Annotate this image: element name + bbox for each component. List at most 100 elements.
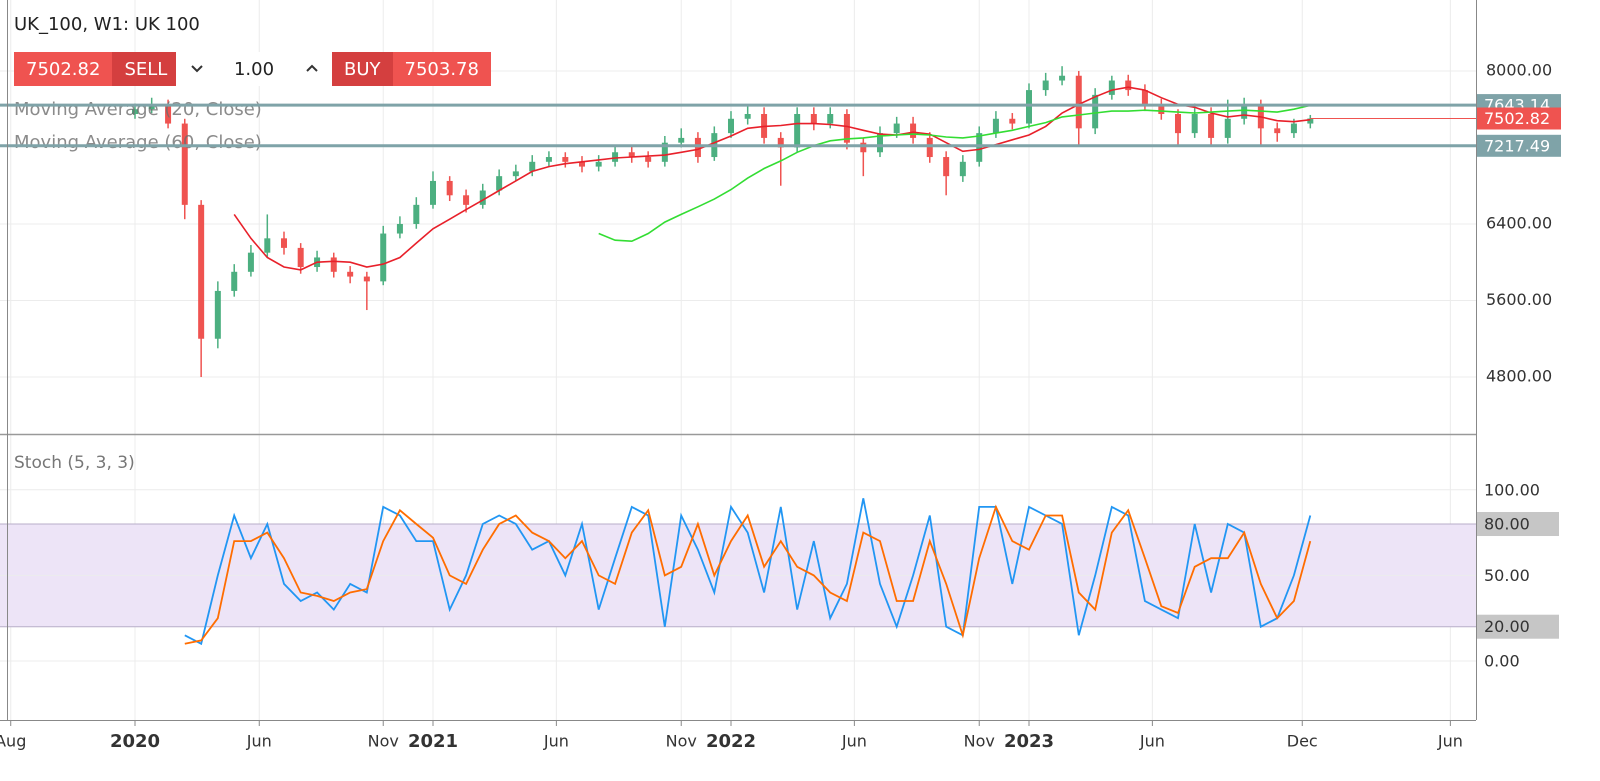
candle-body [727, 118, 734, 134]
candle-body [827, 113, 834, 124]
x-tick-label: 2021 [408, 731, 458, 752]
candle-body [512, 171, 519, 177]
buy-price: 7503.78 [392, 52, 491, 86]
candle-body [1191, 113, 1198, 134]
candle-body [910, 123, 917, 138]
candle-body [1125, 80, 1132, 91]
y-tick-label: 6400.00 [1486, 213, 1552, 232]
x-tick-label: Dec [1287, 732, 1318, 751]
candle-body [479, 190, 486, 205]
quantity-value: 1.00 [233, 58, 275, 80]
x-tick-label: Jun [246, 732, 272, 751]
candle-body [231, 271, 238, 291]
candle-body [1208, 113, 1215, 138]
y-tick-label: 80.00 [1484, 515, 1530, 534]
candle-body [992, 118, 999, 134]
candle-body [165, 104, 172, 124]
x-tick-label: Nov [368, 732, 399, 751]
quantity-box[interactable]: 1.00 [176, 52, 332, 86]
sell-button[interactable]: 7502.82 SELL [14, 52, 180, 86]
candle-body [413, 204, 420, 224]
candle-body [562, 157, 569, 162]
candle-body [1241, 104, 1248, 119]
line-series [184, 498, 1312, 646]
candle-body [1224, 118, 1231, 138]
candle-body [794, 113, 801, 148]
candle-body [545, 157, 552, 162]
candle-body [181, 123, 188, 205]
candle-body [247, 252, 254, 272]
candle-body [429, 180, 436, 205]
candle-body [280, 238, 287, 248]
candle-body [1092, 94, 1099, 129]
candle-body [496, 176, 503, 191]
candle-body [893, 123, 900, 134]
y-tick-label: 100.00 [1484, 480, 1540, 499]
candle-body [860, 142, 867, 153]
x-tick-label: Aug [0, 732, 26, 751]
candle-body [926, 137, 933, 158]
x-tick-label: Jun [1139, 732, 1165, 751]
legend-entry: Moving Average (60, Close) [14, 132, 262, 153]
y-tick-label: 5600.00 [1486, 290, 1552, 309]
candle-body [1042, 80, 1049, 91]
candle-body [661, 142, 668, 162]
last-price-label-bg [1477, 107, 1561, 130]
y-tick-label: 20.00 [1484, 617, 1530, 636]
candle-body [1274, 128, 1281, 134]
candle-body [810, 113, 817, 124]
candle-body [1174, 113, 1181, 134]
candle-body [1158, 104, 1165, 114]
y-tick-label: 8000.00 [1486, 60, 1552, 79]
candle-body [628, 152, 635, 158]
y-tick-label: 50.00 [1484, 566, 1530, 585]
x-tick-label: Nov [964, 732, 995, 751]
candle-body [843, 113, 850, 143]
x-tick-label: 2023 [1004, 731, 1054, 752]
candle-body [578, 161, 585, 167]
line-series [184, 504, 1312, 645]
x-tick-label: Jun [841, 732, 867, 751]
candle-body [876, 133, 883, 153]
candle-body [1307, 118, 1314, 124]
candle-body [612, 152, 619, 162]
symbol-title: UK_100, W1: UK 100 [14, 14, 200, 35]
candle-body [1059, 75, 1066, 81]
candle-body [347, 271, 354, 277]
candle-body [943, 157, 950, 177]
candle-body [396, 223, 403, 234]
candle-body [1108, 80, 1115, 95]
candle-body [1075, 75, 1082, 129]
candle-body [380, 233, 387, 282]
buy-label: BUY [332, 52, 393, 86]
x-tick-label: Nov [666, 732, 697, 751]
candle-body [214, 290, 221, 339]
legend-entry: Moving Average (20, Close) [14, 99, 262, 120]
sell-label: SELL [112, 52, 180, 86]
line-series [598, 104, 1311, 243]
candle-body [463, 195, 470, 205]
buy-button[interactable]: BUY 7503.78 [332, 52, 491, 86]
band-tag-bg [1477, 614, 1559, 639]
line-series [233, 86, 1311, 271]
candle-body [363, 276, 370, 282]
candle-body [1025, 90, 1032, 124]
candle-body [595, 161, 602, 167]
candle-body [297, 247, 304, 268]
last-price-label: 7502.82 [1484, 109, 1550, 128]
candle-body [264, 238, 271, 253]
indicator-title: Stoch (5, 3, 3) [14, 453, 135, 473]
candle-body [678, 137, 685, 143]
candle-body [744, 113, 751, 119]
candle-body [529, 161, 536, 172]
x-tick-label: Jun [1437, 732, 1463, 751]
candle-body [1290, 123, 1297, 134]
sell-price: 7502.82 [14, 52, 113, 86]
price-level-label: 7217.49 [1484, 136, 1550, 155]
candle-body [446, 180, 453, 196]
candle-body [959, 161, 966, 177]
quantity-arrows [191, 64, 318, 73]
candle-body [1009, 118, 1016, 124]
